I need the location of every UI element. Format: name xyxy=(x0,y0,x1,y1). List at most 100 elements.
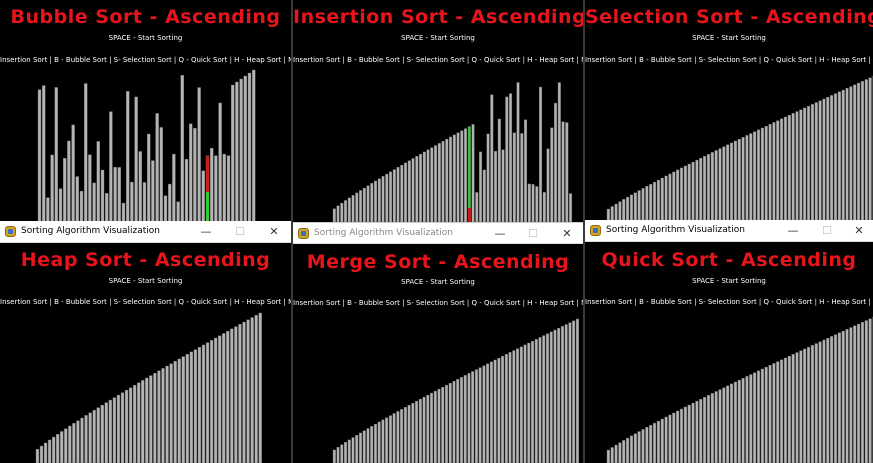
sort-bar xyxy=(52,436,56,463)
sort-bar xyxy=(226,155,231,222)
window-titlebar[interactable]: Sorting Algorithm Visualization — ☐ ✕ xyxy=(585,220,873,242)
sort-bar xyxy=(251,69,256,222)
maximize-button[interactable]: ☐ xyxy=(235,225,245,238)
panel-title: Quick Sort - Ascending xyxy=(601,249,857,271)
sort-bar xyxy=(388,415,392,463)
sort-bar xyxy=(444,384,448,463)
panel-title: Merge Sort - Ascending xyxy=(306,251,570,273)
sort-bar xyxy=(474,369,478,463)
sort-bar xyxy=(830,336,834,463)
maximize-button[interactable]: ☐ xyxy=(528,227,538,240)
sort-bar xyxy=(837,91,841,222)
close-button[interactable]: ✕ xyxy=(269,225,279,238)
sort-bar xyxy=(104,402,108,463)
sort-bar xyxy=(614,444,618,463)
sort-bar xyxy=(239,78,243,222)
sort-bar xyxy=(243,75,248,222)
sort-bar xyxy=(633,192,637,222)
sort-bar xyxy=(434,145,438,222)
sort-bar xyxy=(76,420,80,463)
sort-bar xyxy=(67,140,71,222)
sort-bar xyxy=(703,156,707,222)
sort-bar xyxy=(456,132,460,222)
sort-bar xyxy=(691,402,695,463)
window-titlebar[interactable]: Sorting Algorithm Visualization — ☐ ✕ xyxy=(0,221,291,243)
sort-bar xyxy=(633,433,637,463)
sort-bar xyxy=(205,155,210,222)
sort-bar xyxy=(676,410,680,463)
sort-bar xyxy=(539,86,543,222)
sort-bar xyxy=(806,346,811,463)
window-title: Sorting Algorithm Visualization xyxy=(21,226,161,236)
sort-bar xyxy=(347,439,351,463)
sort-bar xyxy=(672,412,676,463)
sort-bar xyxy=(145,377,149,463)
sort-bar xyxy=(482,169,486,222)
sort-bar xyxy=(377,421,381,463)
sort-bar xyxy=(344,200,348,222)
panel-key-legend: Insertion Sort | B - Bubble Sort | S- Se… xyxy=(0,56,291,64)
sort-bar xyxy=(340,202,344,222)
close-button[interactable]: ✕ xyxy=(854,224,864,237)
sort-bar xyxy=(222,153,227,222)
sort-bar xyxy=(108,399,113,463)
sort-bar xyxy=(722,387,726,463)
sort-bar xyxy=(344,442,348,463)
sort-bar xyxy=(125,91,130,222)
sort-bar xyxy=(88,154,92,222)
panel-heap-sort: Heap Sort - Ascending SPACE - Start Sort… xyxy=(0,244,291,463)
sort-bar xyxy=(509,93,513,222)
sort-bar xyxy=(104,193,109,222)
sort-bar xyxy=(560,326,564,463)
sort-bar xyxy=(137,382,141,463)
sort-bar xyxy=(860,322,865,463)
sort-bar xyxy=(756,370,761,463)
sort-bar xyxy=(853,84,857,222)
sort-bar xyxy=(46,197,50,222)
bar-chart xyxy=(37,69,256,222)
sort-bar xyxy=(729,142,734,222)
sort-bar xyxy=(729,383,734,463)
sort-bar xyxy=(699,157,703,222)
sort-bar xyxy=(520,133,524,222)
sort-bar xyxy=(505,96,509,222)
panel-divider xyxy=(291,0,293,463)
sort-bar xyxy=(467,126,471,222)
sort-bar xyxy=(167,183,172,222)
sort-bar xyxy=(392,413,396,463)
maximize-button[interactable]: ☐ xyxy=(822,224,832,237)
sort-bar xyxy=(165,365,169,463)
sort-bar xyxy=(96,141,101,222)
sort-bar xyxy=(531,340,535,463)
bar-chart xyxy=(606,75,873,222)
sort-bar xyxy=(400,409,404,463)
sort-bar xyxy=(822,98,826,222)
bar-chart xyxy=(332,82,573,222)
sort-bar xyxy=(385,417,389,463)
sort-bar xyxy=(606,449,610,463)
sort-bar xyxy=(415,156,419,222)
sort-bar xyxy=(39,445,44,463)
sort-bar xyxy=(497,118,501,222)
sort-bar xyxy=(96,407,100,463)
sort-bar xyxy=(235,81,239,222)
sort-bar xyxy=(201,344,206,463)
sort-bar xyxy=(718,389,722,463)
minimize-button[interactable]: — xyxy=(787,224,799,237)
close-button[interactable]: ✕ xyxy=(562,227,572,240)
sort-bar xyxy=(392,169,396,222)
minimize-button[interactable]: — xyxy=(494,227,506,240)
sort-bar xyxy=(764,125,768,222)
minimize-button[interactable]: — xyxy=(200,225,212,238)
sort-bar xyxy=(332,449,336,463)
sort-bar xyxy=(610,206,614,222)
sort-bar xyxy=(407,160,411,222)
panel-title: Insertion Sort - Ascending xyxy=(293,6,583,28)
sort-bar xyxy=(222,333,226,463)
sort-bar xyxy=(351,195,355,222)
sort-bar xyxy=(679,408,684,463)
sort-bar xyxy=(100,169,105,222)
sort-bar xyxy=(172,153,176,222)
sort-bar xyxy=(404,162,408,222)
window-titlebar[interactable]: Sorting Algorithm Visualization — ☐ ✕ xyxy=(293,222,583,244)
